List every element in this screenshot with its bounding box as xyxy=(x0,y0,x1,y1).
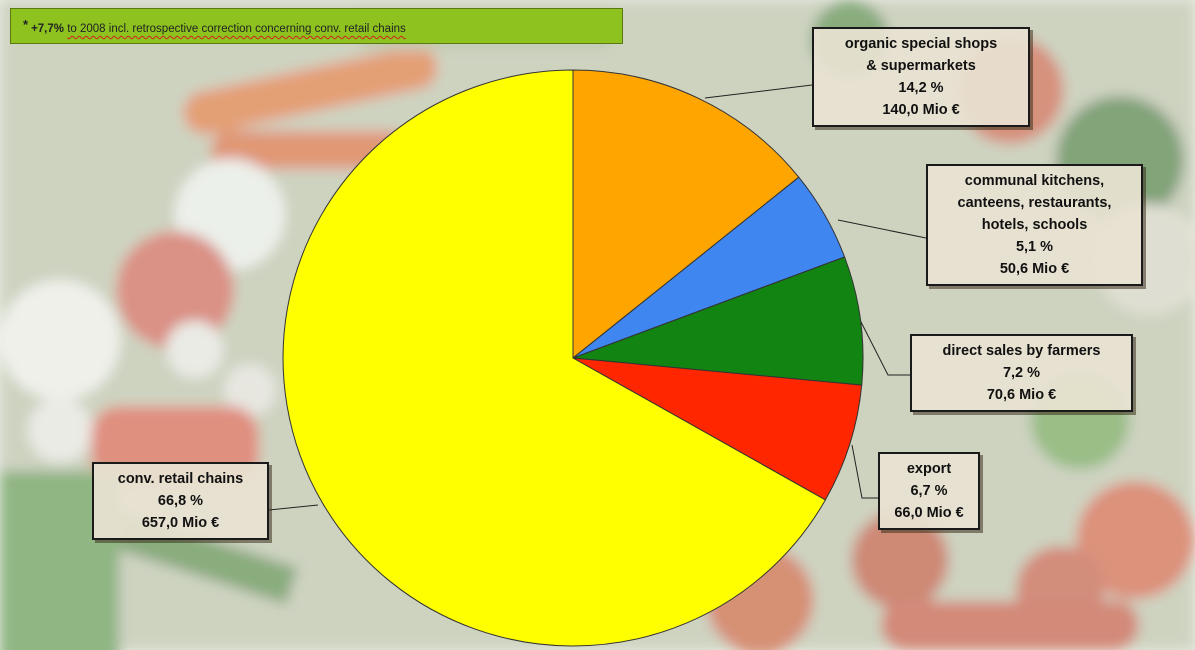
leader-line-direct xyxy=(859,319,910,376)
slice-value-organic: 140,0 Mio € xyxy=(882,102,960,118)
slice-name-conv: conv. retail chains xyxy=(117,471,244,487)
slice-percent-organic: 14,2 % xyxy=(898,80,944,96)
pie-slice-direct xyxy=(572,256,864,386)
slice-name-organic: & supermarkets xyxy=(866,58,976,74)
slice-label-conv: conv. retail chains 66,8 % 657,0 Mio € xyxy=(92,462,269,540)
slice-value-export: 66,0 Mio € xyxy=(894,505,964,521)
pie-slice-export xyxy=(572,357,863,501)
slice-percent-export: 6,7 % xyxy=(910,483,948,499)
pie-slice-organic xyxy=(572,69,800,360)
footnote: * +7,7% to 2008 incl. retrospective corre… xyxy=(10,8,623,44)
slice-name-organic: organic special shops xyxy=(844,36,998,52)
footnote-percentage: +7,7% xyxy=(31,23,64,35)
slice-label-organic: organic special shops & supermarkets 14,2 … xyxy=(812,27,1030,127)
slice-label-direct: direct sales by farmers 7,2 % 70,6 Mio € xyxy=(910,334,1133,412)
slice-name-communal: canteens, restaurants, xyxy=(957,195,1112,211)
slice-value-conv: 657,0 Mio € xyxy=(141,515,220,531)
footnote-text: to 2008 incl. retrospective correction c… xyxy=(67,23,406,35)
leader-line-conv xyxy=(268,504,319,511)
footnote-star: * xyxy=(23,17,29,32)
pie-slice-conv xyxy=(282,69,827,647)
leader-line-organic xyxy=(704,84,813,99)
slice-label-communal: communal kitchens, canteens, restaurants,… xyxy=(926,164,1143,286)
slice-label-export: export 6,7 % 66,0 Mio € xyxy=(878,452,980,530)
slice-value-communal: 50,6 Mio € xyxy=(999,261,1070,277)
slice-name-export: export xyxy=(906,461,952,477)
leader-line-communal xyxy=(837,219,927,239)
leader-line-export xyxy=(851,444,878,499)
slice-value-direct: 70,6 Mio € xyxy=(986,387,1057,403)
slice-percent-communal: 5,1 % xyxy=(1015,239,1054,255)
slice-name-communal: communal kitchens, xyxy=(964,173,1105,189)
slice-name-communal: hotels, schools xyxy=(981,217,1088,233)
slice-name-direct: direct sales by farmers xyxy=(942,343,1101,359)
slice-percent-conv: 66,8 % xyxy=(157,493,204,509)
slice-percent-direct: 7,2 % xyxy=(1002,365,1041,381)
